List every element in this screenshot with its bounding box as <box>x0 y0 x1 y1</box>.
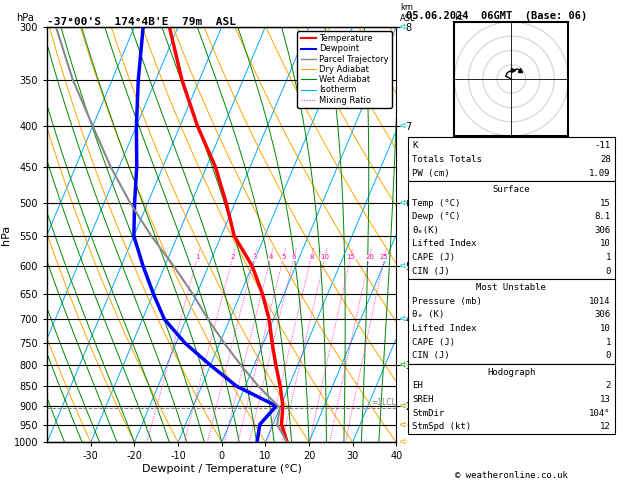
Y-axis label: hPa: hPa <box>1 225 11 244</box>
Text: 306: 306 <box>594 226 611 235</box>
Text: Surface: Surface <box>493 185 530 194</box>
Text: 10: 10 <box>321 254 330 260</box>
Text: SREH: SREH <box>412 395 433 404</box>
Text: CAPE (J): CAPE (J) <box>412 338 455 347</box>
Text: ➪: ➪ <box>399 419 408 430</box>
Text: 1: 1 <box>196 254 200 260</box>
Text: kt: kt <box>454 13 463 22</box>
Text: 6: 6 <box>292 254 296 260</box>
Text: Lifted Index: Lifted Index <box>412 324 477 333</box>
Text: Totals Totals: Totals Totals <box>412 155 482 164</box>
Text: StmDir: StmDir <box>412 409 444 417</box>
Text: 8.1: 8.1 <box>594 212 611 221</box>
Text: Temp (°C): Temp (°C) <box>412 199 460 208</box>
Text: Most Unstable: Most Unstable <box>476 283 547 292</box>
Y-axis label: Mixing Ratio (g/kg): Mixing Ratio (g/kg) <box>416 191 425 278</box>
Text: ➪: ➪ <box>399 314 408 324</box>
Text: 10: 10 <box>600 240 611 248</box>
Text: 1: 1 <box>605 338 611 347</box>
Text: 1014: 1014 <box>589 297 611 306</box>
Text: ➪: ➪ <box>399 437 408 447</box>
X-axis label: Dewpoint / Temperature (°C): Dewpoint / Temperature (°C) <box>142 464 302 474</box>
Text: 10: 10 <box>600 324 611 333</box>
Text: 0: 0 <box>605 267 611 276</box>
Text: CIN (J): CIN (J) <box>412 267 450 276</box>
Text: θₑ(K): θₑ(K) <box>412 226 439 235</box>
Text: 2: 2 <box>231 254 235 260</box>
Text: 1.09: 1.09 <box>589 169 611 177</box>
Text: 05.06.2024  06GMT  (Base: 06): 05.06.2024 06GMT (Base: 06) <box>406 11 587 21</box>
Text: ➪: ➪ <box>399 198 408 208</box>
Legend: Temperature, Dewpoint, Parcel Trajectory, Dry Adiabat, Wet Adiabat, Isotherm, Mi: Temperature, Dewpoint, Parcel Trajectory… <box>298 31 392 108</box>
Text: CAPE (J): CAPE (J) <box>412 253 455 262</box>
Text: ➪: ➪ <box>399 121 408 131</box>
Text: 5: 5 <box>281 254 286 260</box>
Text: ➪: ➪ <box>399 22 408 32</box>
Text: Pressure (mb): Pressure (mb) <box>412 297 482 306</box>
Text: 306: 306 <box>594 311 611 319</box>
Text: 13: 13 <box>600 395 611 404</box>
Text: EH: EH <box>412 382 423 390</box>
Text: 4: 4 <box>269 254 273 260</box>
Text: ➪: ➪ <box>399 360 408 370</box>
Text: 15: 15 <box>346 254 355 260</box>
Text: hPa: hPa <box>16 13 33 22</box>
Text: 2: 2 <box>605 382 611 390</box>
Text: 28: 28 <box>600 155 611 164</box>
Text: θₑ (K): θₑ (K) <box>412 311 444 319</box>
Text: Dewp (°C): Dewp (°C) <box>412 212 460 221</box>
Text: K: K <box>412 141 418 150</box>
Text: 20: 20 <box>365 254 374 260</box>
Text: 104°: 104° <box>589 409 611 417</box>
Text: PW (cm): PW (cm) <box>412 169 450 177</box>
Text: StmSpd (kt): StmSpd (kt) <box>412 422 471 431</box>
Text: 15: 15 <box>600 199 611 208</box>
Text: 8: 8 <box>309 254 314 260</box>
Text: CIN (J): CIN (J) <box>412 351 450 360</box>
Text: 3: 3 <box>252 254 257 260</box>
Text: -37°00'S  174°4B'E  79m  ASL: -37°00'S 174°4B'E 79m ASL <box>47 17 236 27</box>
Text: ➪: ➪ <box>399 261 408 271</box>
Text: 12: 12 <box>600 422 611 431</box>
Text: 1: 1 <box>605 253 611 262</box>
Text: ➪: ➪ <box>399 401 408 411</box>
Text: 25: 25 <box>380 254 389 260</box>
Text: Hodograph: Hodograph <box>487 368 535 377</box>
Text: -11: -11 <box>594 141 611 150</box>
Text: © weatheronline.co.uk: © weatheronline.co.uk <box>455 471 568 480</box>
Text: =1LCL: =1LCL <box>371 398 396 407</box>
Text: Lifted Index: Lifted Index <box>412 240 477 248</box>
Text: 0: 0 <box>605 351 611 360</box>
Text: km
ASL: km ASL <box>400 3 415 22</box>
